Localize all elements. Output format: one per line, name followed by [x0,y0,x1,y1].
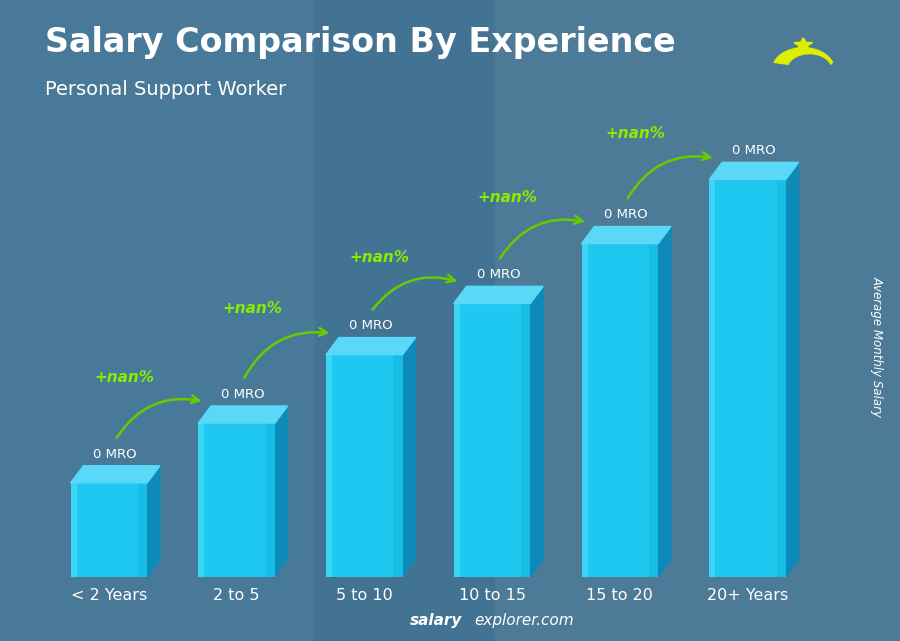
Polygon shape [786,162,798,577]
Polygon shape [148,466,160,577]
Polygon shape [198,406,288,423]
Text: Average Monthly Salary: Average Monthly Salary [871,276,884,417]
Text: 0 MRO: 0 MRO [733,144,776,157]
Text: 0 MRO: 0 MRO [605,208,648,221]
Bar [266,423,274,577]
Text: 0 MRO: 0 MRO [349,319,392,333]
Polygon shape [70,466,160,483]
Bar [649,244,658,577]
Bar [198,423,204,577]
Bar [454,303,460,577]
Bar [581,244,658,577]
Text: 0 MRO: 0 MRO [94,447,137,461]
Polygon shape [454,287,544,303]
Bar [709,179,716,577]
Polygon shape [658,226,670,577]
Text: +nan%: +nan% [222,301,282,316]
Bar [326,354,402,577]
Polygon shape [581,226,670,244]
Polygon shape [709,162,798,179]
Text: Salary Comparison By Experience: Salary Comparison By Experience [45,26,676,58]
Bar [709,179,786,577]
Bar [454,303,530,577]
Bar [0,0,315,641]
Bar [198,423,274,577]
Polygon shape [274,406,288,577]
Text: Personal Support Worker: Personal Support Worker [45,80,286,99]
Polygon shape [794,38,813,51]
Text: 0 MRO: 0 MRO [221,388,265,401]
Bar [70,483,148,577]
Text: +nan%: +nan% [94,370,154,385]
Text: explorer.com: explorer.com [474,613,574,628]
Polygon shape [326,338,416,354]
Bar [326,354,332,577]
Bar [777,179,786,577]
Bar [521,303,530,577]
Polygon shape [774,48,832,64]
Text: +nan%: +nan% [477,190,537,205]
Bar [138,483,148,577]
Text: +nan%: +nan% [605,126,665,141]
Bar [393,354,402,577]
Polygon shape [530,287,544,577]
Bar [70,483,77,577]
Bar [495,0,900,641]
Text: salary: salary [410,613,462,628]
Bar [581,244,588,577]
Polygon shape [402,338,416,577]
Text: +nan%: +nan% [350,250,410,265]
Text: 0 MRO: 0 MRO [477,268,520,281]
